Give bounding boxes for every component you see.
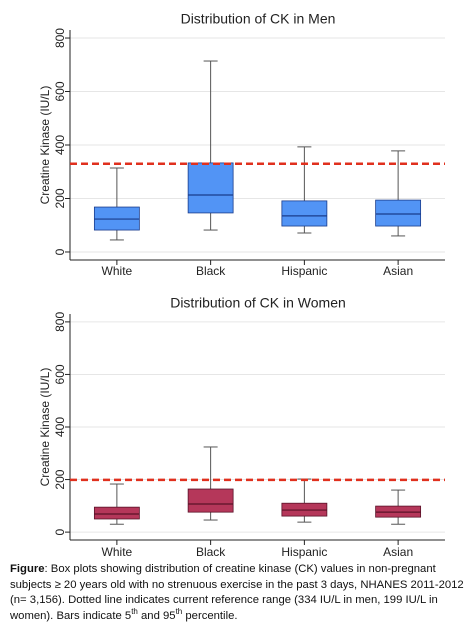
box (375, 199, 422, 227)
x-tick-label: Asian (383, 545, 413, 559)
caption-text: and 95 (137, 609, 176, 622)
x-tick-label: Black (196, 545, 226, 559)
caption-text: : Box plots showing distribution of crea… (10, 563, 464, 622)
caption: Figure: Box plots showing distribution o… (10, 562, 466, 624)
caption-label: Figure (10, 563, 45, 575)
y-tick-label: 200 (53, 469, 67, 489)
box (281, 200, 328, 227)
y-tick-label: 400 (53, 135, 67, 155)
y-tick-label: 400 (53, 417, 67, 437)
x-tick-label: Black (196, 264, 226, 278)
y-axis-label: Creatine Kinase (IU/L) (38, 368, 52, 487)
x-tick-label: Asian (383, 264, 413, 278)
x-tick-label: Hispanic (281, 545, 327, 559)
x-tick-label: Hispanic (281, 264, 327, 278)
x-tick-label: White (102, 264, 133, 278)
charts: Distribution of CK in Men Creatine Kinase… (38, 11, 445, 559)
y-tick-label: 600 (53, 364, 67, 384)
y-tick-label: 600 (53, 81, 67, 101)
chart-title: Distribution of CK in Women (170, 295, 346, 311)
y-tick-label: 800 (53, 28, 67, 48)
box (93, 506, 140, 520)
y-axis-label: Creatine Kinase (IU/L) (38, 86, 52, 205)
y-tick-label: 0 (53, 248, 67, 255)
y-tick-label: 200 (53, 188, 67, 208)
y-tick-label: 0 (53, 528, 67, 535)
y-tick-label: 800 (53, 312, 67, 332)
caption-text: percentile. (182, 609, 238, 622)
caption-sup: th (175, 606, 183, 616)
box (187, 162, 234, 214)
caption-sup: th (131, 606, 138, 616)
box (187, 488, 234, 513)
x-tick-label: White (102, 545, 133, 559)
chart-title: Distribution of CK in Men (181, 11, 336, 27)
